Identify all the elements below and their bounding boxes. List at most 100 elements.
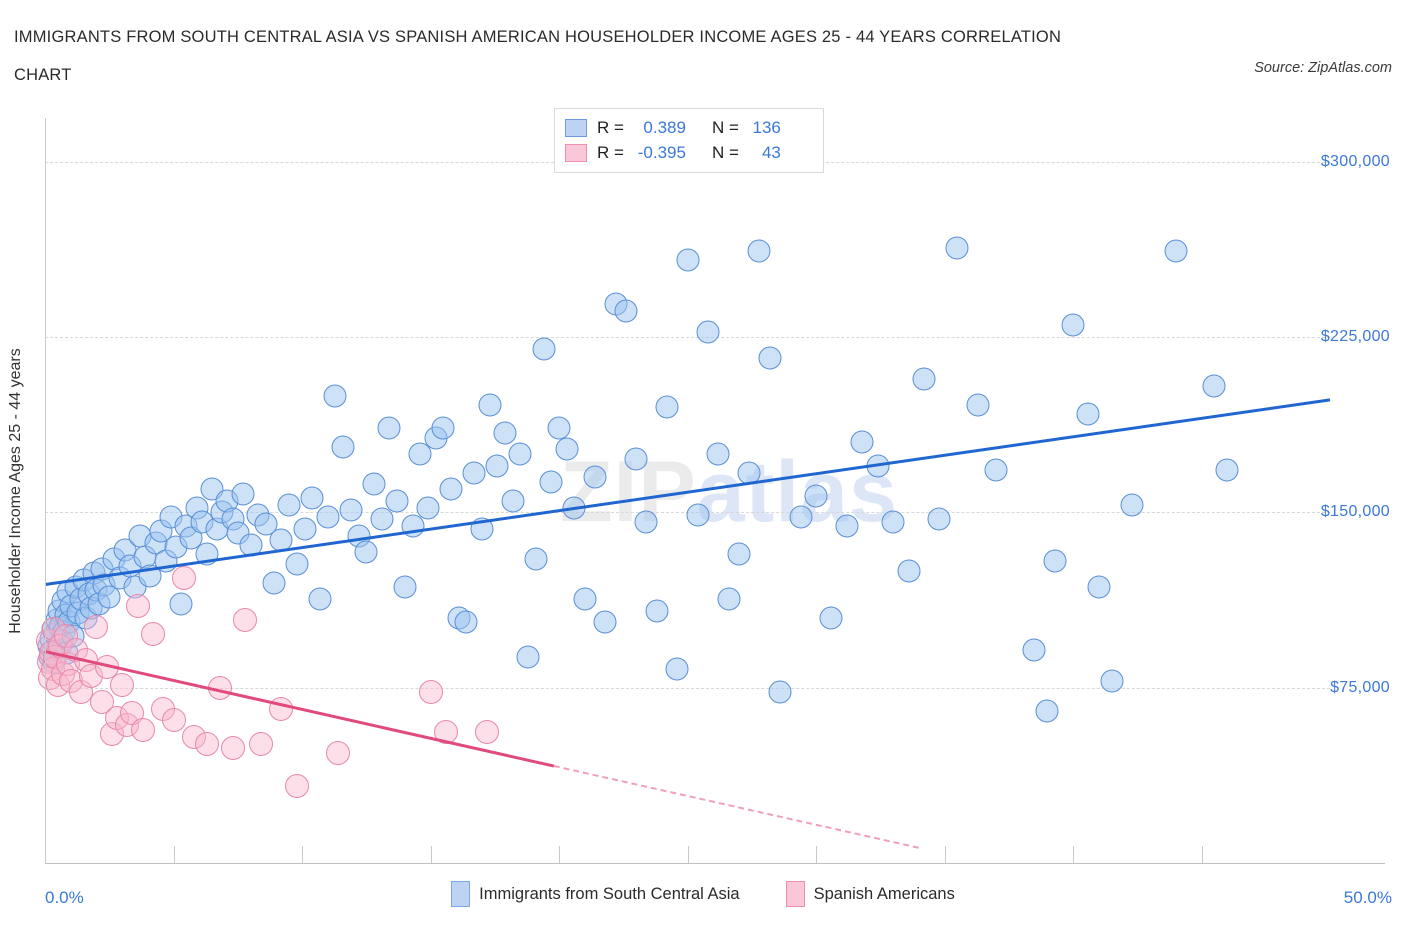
scatter-point[interactable] — [984, 458, 1008, 482]
scatter-point[interactable] — [758, 346, 782, 370]
scatter-point[interactable] — [362, 472, 386, 496]
scatter-point[interactable] — [927, 507, 951, 531]
scatter-point[interactable] — [634, 510, 658, 534]
scatter-point[interactable] — [532, 337, 556, 361]
scatter-point[interactable] — [706, 442, 730, 466]
scatter-point[interactable] — [316, 505, 340, 529]
scatter-point[interactable] — [377, 416, 401, 440]
scatter-point[interactable] — [737, 461, 761, 485]
scatter-point[interactable] — [269, 696, 294, 721]
scatter-point[interactable] — [254, 512, 278, 536]
scatter-point[interactable] — [401, 514, 424, 538]
scatter-point[interactable] — [850, 430, 874, 454]
scatter-point[interactable] — [138, 564, 162, 588]
scatter-point[interactable] — [439, 477, 463, 501]
scatter-point[interactable] — [339, 498, 363, 522]
scatter-point[interactable] — [431, 416, 455, 440]
scatter-point[interactable] — [454, 610, 478, 634]
scatter-point[interactable] — [789, 505, 813, 529]
scatter-point[interactable] — [418, 680, 443, 705]
scatter-point[interactable] — [269, 528, 293, 552]
scatter-point[interactable] — [768, 680, 792, 704]
scatter-point[interactable] — [130, 717, 155, 742]
scatter-point[interactable] — [331, 435, 355, 459]
scatter-point[interactable] — [125, 593, 150, 618]
scatter-point[interactable] — [1202, 374, 1226, 398]
scatter-point[interactable] — [1035, 699, 1059, 723]
scatter-point[interactable] — [207, 675, 232, 700]
scatter-point[interactable] — [475, 720, 500, 745]
scatter-point[interactable] — [470, 517, 494, 541]
scatter-point[interactable] — [547, 416, 571, 440]
scatter-point[interactable] — [493, 421, 517, 445]
scatter-point[interactable] — [945, 236, 969, 260]
scatter-point[interactable] — [220, 736, 245, 761]
scatter-point[interactable] — [433, 720, 458, 745]
scatter-point[interactable] — [285, 552, 309, 576]
scatter-point[interactable] — [416, 496, 440, 520]
scatter-point[interactable] — [277, 493, 301, 517]
scatter-point[interactable] — [539, 470, 563, 494]
scatter-point[interactable] — [1022, 638, 1046, 662]
scatter-point[interactable] — [1061, 313, 1085, 337]
scatter-point[interactable] — [665, 657, 689, 681]
scatter-point[interactable] — [393, 575, 417, 599]
scatter-point[interactable] — [866, 454, 890, 478]
scatter-point[interactable] — [555, 437, 579, 461]
scatter-point[interactable] — [231, 482, 255, 506]
scatter-point[interactable] — [897, 559, 921, 583]
scatter-point[interactable] — [881, 510, 905, 534]
scatter-point[interactable] — [624, 447, 648, 471]
legend-item-pink[interactable]: Spanish Americans — [785, 881, 955, 907]
scatter-point[interactable] — [161, 708, 186, 733]
scatter-point[interactable] — [966, 393, 990, 417]
scatter-point[interactable] — [1120, 493, 1144, 517]
scatter-point[interactable] — [655, 395, 679, 419]
scatter-point[interactable] — [462, 461, 486, 485]
scatter-point[interactable] — [645, 599, 669, 623]
scatter-point[interactable] — [408, 442, 432, 466]
scatter-point[interactable] — [804, 484, 828, 508]
scatter-point[interactable] — [501, 489, 525, 513]
scatter-point[interactable] — [171, 565, 196, 590]
scatter-point[interactable] — [1076, 402, 1100, 426]
scatter-point[interactable] — [97, 585, 121, 609]
scatter-point[interactable] — [727, 542, 751, 566]
scatter-point[interactable] — [835, 514, 859, 538]
scatter-point[interactable] — [293, 517, 317, 541]
scatter-point[interactable] — [248, 731, 273, 756]
scatter-point[interactable] — [573, 587, 597, 611]
scatter-point[interactable] — [524, 547, 548, 571]
scatter-point[interactable] — [323, 384, 347, 408]
scatter-point[interactable] — [562, 496, 586, 520]
scatter-point[interactable] — [239, 533, 263, 557]
scatter-point[interactable] — [140, 621, 165, 646]
scatter-point[interactable] — [308, 587, 332, 611]
scatter-point[interactable] — [370, 507, 394, 531]
scatter-point[interactable] — [300, 486, 324, 510]
scatter-point[interactable] — [676, 248, 699, 272]
scatter-point[interactable] — [485, 454, 509, 478]
scatter-point[interactable] — [583, 465, 607, 489]
scatter-point[interactable] — [385, 489, 409, 513]
scatter-point[interactable] — [325, 741, 350, 766]
scatter-point[interactable] — [747, 239, 771, 263]
scatter-point[interactable] — [195, 542, 219, 566]
scatter-point[interactable] — [1164, 239, 1188, 263]
scatter-point[interactable] — [1215, 458, 1239, 482]
scatter-point[interactable] — [262, 571, 286, 595]
scatter-point[interactable] — [1087, 575, 1111, 599]
scatter-point[interactable] — [110, 673, 135, 698]
legend-item-blue[interactable]: Immigrants from South Central Asia — [451, 881, 740, 907]
scatter-point[interactable] — [284, 773, 309, 798]
scatter-point[interactable] — [696, 320, 720, 344]
scatter-point[interactable] — [516, 645, 540, 669]
scatter-point[interactable] — [84, 614, 109, 639]
scatter-point[interactable] — [686, 503, 710, 527]
scatter-point[interactable] — [1100, 669, 1124, 693]
scatter-point[interactable] — [169, 592, 193, 616]
scatter-point[interactable] — [819, 606, 843, 630]
scatter-point[interactable] — [508, 442, 532, 466]
scatter-point[interactable] — [194, 731, 219, 756]
scatter-point[interactable] — [593, 610, 617, 634]
